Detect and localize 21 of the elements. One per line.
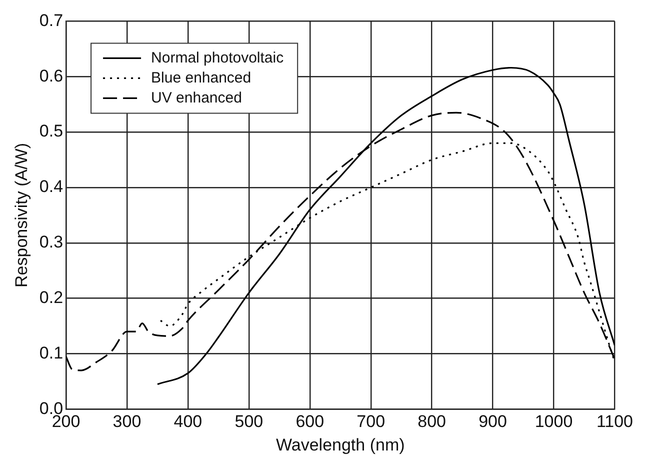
y-tick-label: 0.2 [39,288,64,308]
x-tick-label: 400 [174,412,202,432]
x-tick-label: 600 [296,412,324,432]
x-tick-label: 500 [234,412,264,432]
y-tick-label: 0.5 [39,122,64,141]
x-axis-title: Wavelength (nm) [276,435,405,454]
y-tick-label: 0.4 [39,177,64,196]
legend-label: Normal photovoltaic [151,49,284,66]
x-tick-label: 1100 [596,412,634,432]
y-tick-label: 0.1 [39,343,64,362]
legend-label: UV enhanced [151,89,242,106]
y-axis-title: Responsivity (A/W) [12,142,31,288]
legend-label: Blue enhanced [151,69,252,86]
x-tick-label: 700 [356,412,386,432]
x-tick-label: 300 [112,412,142,432]
y-tick-label: 0.7 [39,10,64,30]
x-tick-label: 900 [478,412,507,432]
y-tick-label: 0.3 [39,232,64,252]
x-tick-label: 800 [418,412,446,432]
y-tick-label: 0.6 [39,66,64,86]
x-tick-label: 1000 [534,412,573,432]
